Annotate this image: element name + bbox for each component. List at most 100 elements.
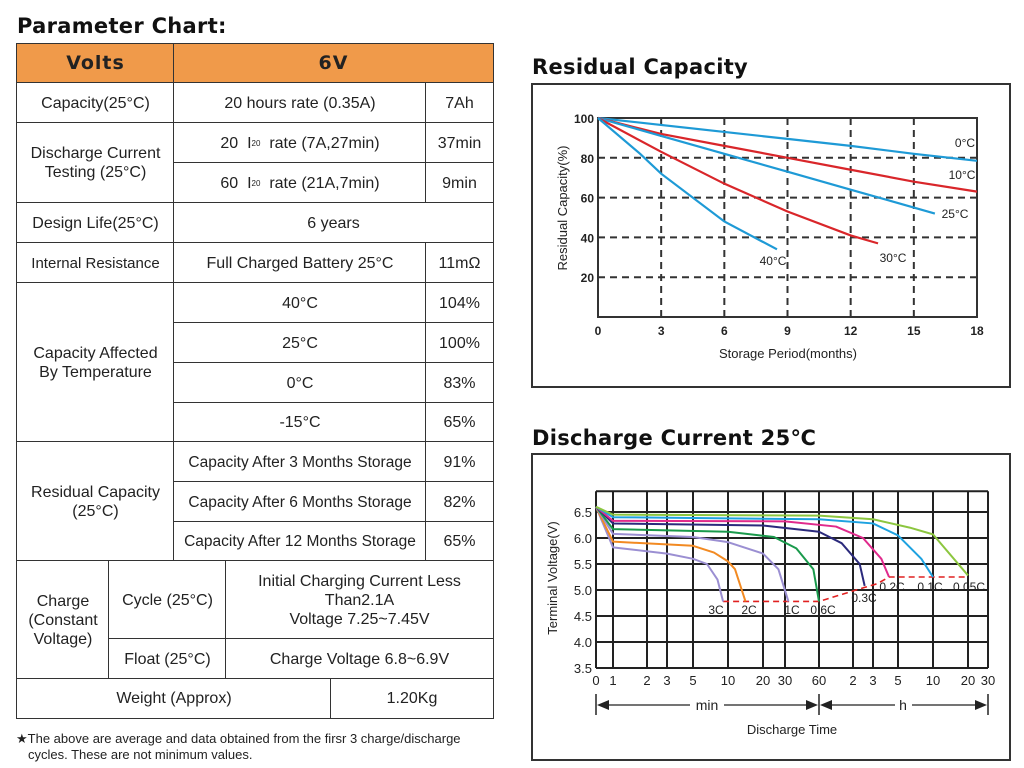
x-tick-label: 0 — [595, 324, 602, 338]
h-unit-label: h — [899, 697, 907, 713]
series-label: 0.1C — [917, 580, 943, 594]
series-line-0-3C — [595, 506, 866, 587]
rate-multiplier: 60 — [220, 174, 239, 192]
y-tick-label: 40 — [581, 231, 595, 245]
header-volts: Volts — [16, 43, 175, 84]
footnote: ★The above are average and data obtained… — [16, 731, 506, 763]
x-tick-label: 30 — [981, 673, 995, 688]
residual-value-3m: 91% — [425, 441, 494, 483]
arrow-right-icon — [806, 700, 818, 710]
discharge-y-label: Terminal Voltage(V) — [545, 521, 560, 634]
internal-resistance-cond: Full Charged Battery 25°C — [173, 242, 427, 284]
x-tick-label: 9 — [784, 324, 791, 338]
series-line-0-6C — [595, 506, 820, 602]
x-tick-label: 10 — [926, 673, 940, 688]
internal-resistance-label: Internal Resistance — [16, 242, 175, 284]
page-title: Parameter Chart: — [17, 14, 227, 38]
residual-x-label: Storage Period(months) — [719, 346, 857, 361]
cycle-value: Initial Charging Current Less Than2.1A V… — [225, 560, 494, 640]
cutoff-voltage-line — [723, 576, 968, 603]
arrow-left-icon — [820, 700, 832, 710]
x-tick-label: 20 — [756, 673, 770, 688]
y-tick-label: 4.0 — [574, 635, 592, 650]
residual-chart-title: Residual Capacity — [532, 55, 749, 79]
x-tick-label: 12 — [844, 324, 858, 338]
residual-label: Residual Capacity (25°C) — [16, 441, 175, 562]
residual-chart-frame — [531, 83, 1011, 388]
arrow-left-icon — [597, 700, 609, 710]
rate-symbol: I — [247, 134, 252, 152]
cycle-label: Cycle (25°C) — [108, 560, 227, 640]
series-line-0-05C — [595, 505, 969, 577]
temp-value-minus15: 65% — [425, 402, 494, 443]
rate-subscript: 20 — [251, 178, 261, 188]
discharge-x-label: Discharge Time — [747, 722, 837, 737]
star-icon: ★ — [16, 731, 28, 746]
x-tick-label: 2 — [643, 673, 650, 688]
discharge-label: Discharge Current Testing (25°C) — [16, 122, 175, 204]
series-label: 0.6C — [810, 603, 836, 617]
series-line-10c — [597, 116, 978, 193]
charge-label: Charge (Constant Voltage) — [16, 560, 110, 680]
series-label: 40°C — [760, 254, 787, 268]
internal-resistance-value: 11mΩ — [425, 242, 494, 284]
residual-cond-6m: Capacity After 6 Months Storage — [173, 481, 427, 523]
x-tick-label: 3 — [869, 673, 876, 688]
min-unit-label: min — [696, 697, 719, 713]
capacity-value: 7Ah — [425, 82, 494, 124]
x-tick-label: 30 — [778, 673, 792, 688]
footnote-line-2: cycles. These are not minimum values. — [28, 747, 253, 762]
float-value: Charge Voltage 6.8~6.9V — [225, 638, 494, 680]
series-line-1C — [595, 506, 790, 602]
y-tick-label: 3.5 — [574, 661, 592, 676]
series-line-40c — [597, 117, 778, 251]
x-tick-label: 15 — [907, 324, 921, 338]
plot-area — [597, 117, 978, 318]
weight-label: Weight (Approx) — [16, 678, 332, 719]
residual-value-6m: 82% — [425, 481, 494, 523]
residual-cond-3m: Capacity After 3 Months Storage — [173, 441, 427, 483]
series-line-0c — [597, 116, 978, 162]
series-label: 0.3C — [851, 591, 877, 605]
series-label: 1C — [784, 603, 800, 617]
series-label: 0.2C — [879, 580, 905, 594]
series-line-3C — [595, 506, 725, 602]
y-tick-label: 100 — [574, 112, 594, 126]
x-tick-label: 0 — [592, 673, 599, 688]
x-tick-label: 20 — [961, 673, 975, 688]
temp-value-25: 100% — [425, 322, 494, 364]
discharge-value-1: 37min — [425, 122, 494, 164]
y-tick-label: 4.5 — [574, 609, 592, 624]
series-label: 3C — [708, 603, 724, 617]
y-tick-label: 80 — [581, 152, 595, 166]
series-label: 10°C — [949, 168, 976, 182]
series-label: 0°C — [955, 136, 975, 150]
series-label: 0.05C — [953, 580, 985, 594]
rate-text: rate (7A,27min) — [269, 134, 380, 152]
cycle-line-3: Voltage 7.25~7.45V — [289, 610, 430, 628]
discharge-chart-frame — [531, 453, 1011, 761]
x-tick-label: 5 — [894, 673, 901, 688]
x-tick-label: 60 — [812, 673, 826, 688]
capacity-label: Capacity(25°C) — [16, 82, 175, 124]
x-tick-label: 10 — [721, 673, 735, 688]
x-tick-label: 3 — [658, 324, 665, 338]
rate-text: rate (21A,7min) — [269, 174, 380, 192]
footnote-line-1: The above are average and data obtained … — [27, 731, 461, 746]
series-line-0-1C — [595, 505, 934, 578]
cycle-line-2: Than2.1A — [324, 591, 395, 609]
temp-value-40: 104% — [425, 282, 494, 324]
design-life-label: Design Life(25°C) — [16, 202, 175, 244]
capacity-cond: 20 hours rate (0.35A) — [173, 82, 427, 124]
y-tick-label: 60 — [581, 192, 595, 206]
x-tick-label: 3 — [663, 673, 670, 688]
discharge-cond-2: 60 I 20 rate (21A,7min) — [173, 162, 427, 204]
discharge-value-2: 9min — [425, 162, 494, 204]
discharge-cond-1: 20 I 20 rate (7A,27min) — [173, 122, 427, 164]
rate-subscript: 20 — [251, 138, 261, 148]
series-label: 2C — [741, 603, 757, 617]
x-tick-label: 5 — [689, 673, 696, 688]
weight-value: 1.20Kg — [330, 678, 494, 719]
